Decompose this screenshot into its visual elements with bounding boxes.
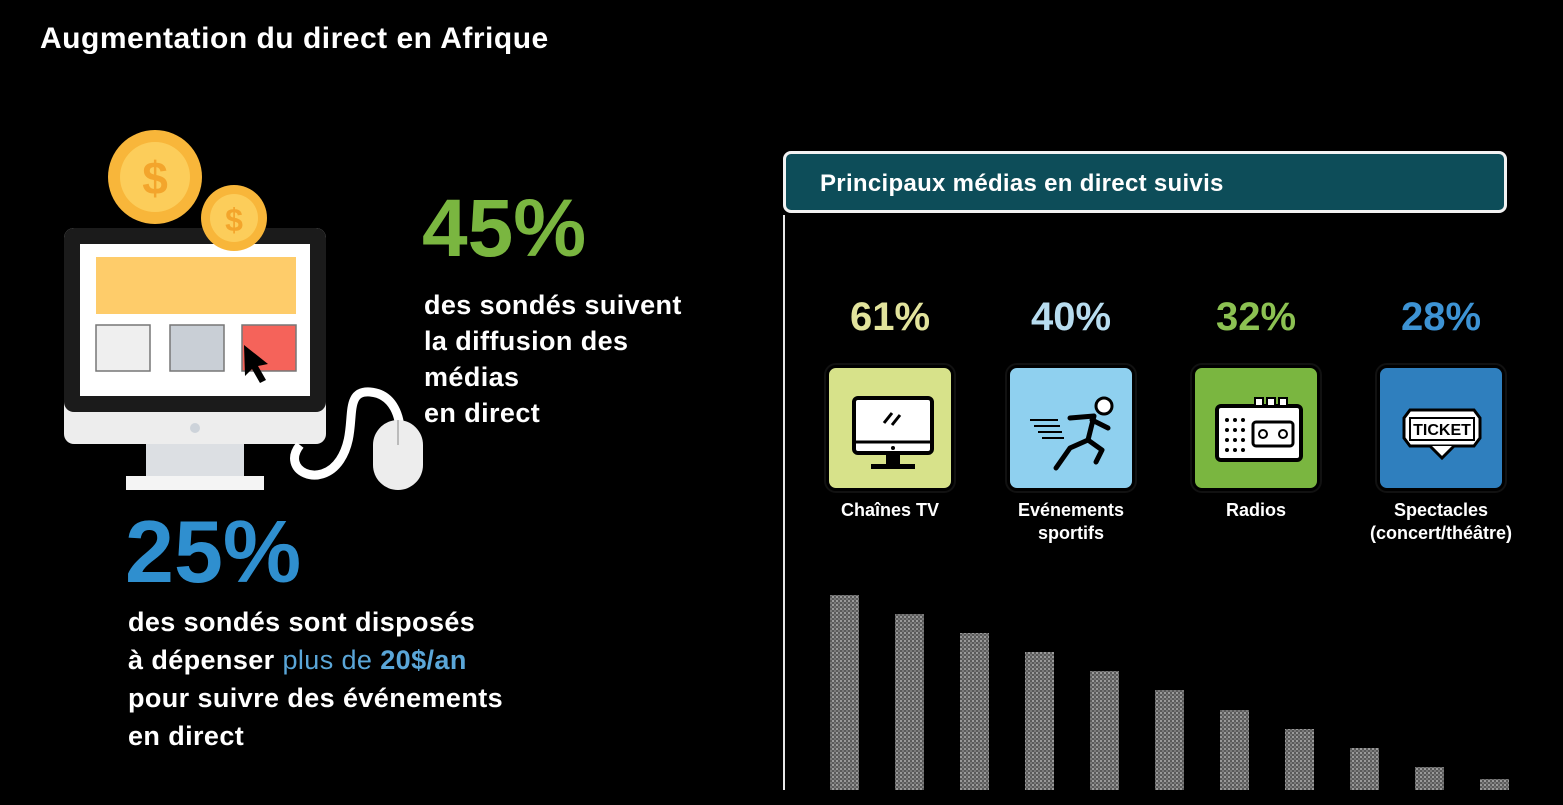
decor-bar [1480, 779, 1509, 790]
panel-title: Principaux médias en direct suivis [820, 170, 1224, 197]
media-item-shows: 28% TICKET Spectacles (concert/théâtre) [1361, 295, 1521, 545]
tv-tile [826, 365, 954, 491]
decor-bar [960, 633, 989, 790]
media-label: Evénements sportifs [1017, 500, 1125, 543]
cursor-icon [244, 345, 268, 383]
media-item-tv: 61% Chaînes TV [810, 295, 970, 522]
decor-bar [1415, 767, 1444, 790]
decor-bar [1155, 690, 1184, 790]
media-pct: 61% [849, 295, 931, 339]
shows-tile: TICKET [1377, 365, 1505, 491]
stat-secondary-description: des sondés sont disposés à dépenser plus… [128, 607, 504, 751]
media-item-radio: 32% Radios [1176, 295, 1336, 522]
decor-bar [1025, 652, 1054, 790]
decor-bar [1285, 729, 1314, 790]
svg-text:$: $ [225, 202, 243, 238]
decor-bar [1350, 748, 1379, 790]
media-pct: 32% [1215, 295, 1297, 339]
decor-bar [895, 614, 924, 790]
stat-main-value: 45% [422, 183, 587, 274]
ticket-icon: TICKET [1402, 408, 1482, 461]
media-pct: 28% [1400, 295, 1482, 339]
runner-icon [1030, 396, 1114, 471]
mouse-icon [290, 387, 423, 490]
decor-bars [830, 595, 1509, 790]
monitor-icon [64, 228, 326, 490]
stat-secondary-value: 25% [125, 502, 302, 601]
decor-bar [830, 595, 859, 790]
computer-illustration: $ $ [64, 130, 423, 490]
panel-divider [783, 215, 785, 790]
decor-bar [1090, 671, 1119, 790]
radio-icon [1215, 397, 1303, 462]
sports-tile [1007, 365, 1135, 491]
radio-tile [1192, 365, 1320, 491]
tv-icon [852, 396, 934, 469]
decor-bar [1220, 710, 1249, 790]
coin-icon: $ $ [108, 130, 267, 251]
media-pct: 40% [1030, 295, 1112, 339]
media-label: Spectacles (concert/théâtre) [1369, 500, 1513, 543]
svg-text:$: $ [142, 152, 168, 204]
media-label: Radios [1225, 500, 1286, 520]
page-title: Augmentation du direct en Afrique [40, 22, 549, 55]
stat-main-description: des sondés suivent la diffusion des médi… [424, 290, 682, 428]
panel-header: Principaux médias en direct suivis [783, 151, 1507, 213]
media-label: Chaînes TV [840, 500, 940, 520]
media-item-sports: 40% Evénements sportifs [991, 295, 1151, 545]
svg-text:TICKET: TICKET [1413, 422, 1471, 439]
